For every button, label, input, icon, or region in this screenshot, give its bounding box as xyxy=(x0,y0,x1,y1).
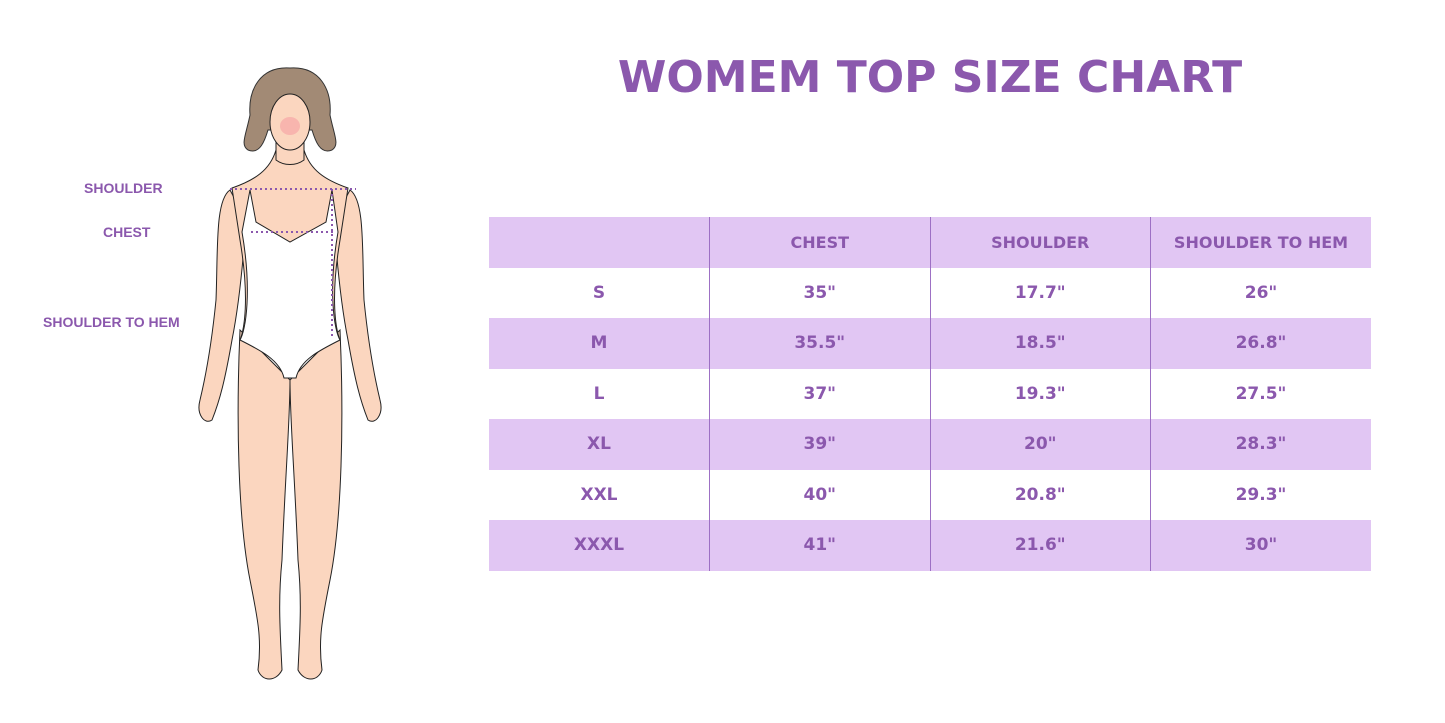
shoulder-label: SHOULDER xyxy=(84,180,163,196)
table-row: S 35" 17.7" 26" xyxy=(489,267,1371,318)
shoulder-cell: 20.8" xyxy=(929,469,1151,520)
size-cell: L xyxy=(593,383,605,404)
header-shoulder: SHOULDER xyxy=(929,217,1151,268)
table-row: XL 39" 20" 28.3" xyxy=(489,419,1371,470)
table-row: L 37" 19.3" 27.5" xyxy=(489,368,1371,419)
chest-cell: 41" xyxy=(709,520,930,571)
hem-cell: 27.5" xyxy=(1150,368,1371,419)
size-cell: XXL xyxy=(580,484,618,505)
body-figure-illustration xyxy=(198,67,382,680)
size-cell: M xyxy=(489,318,710,369)
header-chest: CHEST xyxy=(709,217,930,268)
shoulder-cell: 18.5" xyxy=(929,318,1151,369)
hem-cell: 26.8" xyxy=(1150,318,1371,369)
table-row: XXXL 41" 21.6" 30" xyxy=(489,520,1371,571)
chest-cell: 40" xyxy=(709,469,930,520)
right-leg xyxy=(289,328,343,680)
left-arm xyxy=(198,189,247,422)
size-cell: S xyxy=(592,282,606,303)
shoulder-to-hem-label: SHOULDER TO HEM xyxy=(43,314,180,330)
size-cell: XXXL xyxy=(489,520,710,571)
right-arm xyxy=(333,189,382,422)
hem-cell: 30" xyxy=(1150,520,1371,571)
table-row: XXL 40" 20.8" 29.3" xyxy=(489,469,1371,520)
chest-cell: 35" xyxy=(709,267,930,318)
size-table: CHEST SHOULDER SHOULDER TO HEM S 35" 17.… xyxy=(489,217,1371,571)
chest-cell: 37" xyxy=(709,368,930,419)
shoulder-cell: 20" xyxy=(929,419,1151,470)
shoulder-cell: 17.7" xyxy=(929,267,1151,318)
shoulder-cell: 21.6" xyxy=(929,520,1151,571)
left-leg xyxy=(237,328,291,680)
hem-cell: 28.3" xyxy=(1150,419,1371,470)
page-title: WOMEM TOP SIZE CHART xyxy=(617,52,1243,103)
chest-cell: 39" xyxy=(709,419,930,470)
shoulder-cell: 19.3" xyxy=(929,368,1151,419)
bodysuit xyxy=(239,189,341,379)
chest-cell: 35.5" xyxy=(709,318,930,369)
hem-cell: 29.3" xyxy=(1150,469,1371,520)
table-header-row: CHEST SHOULDER SHOULDER TO HEM xyxy=(489,217,1371,268)
table-row: M 35.5" 18.5" 26.8" xyxy=(489,318,1371,369)
hem-cell: 26" xyxy=(1150,267,1371,318)
chest-label: CHEST xyxy=(103,224,151,240)
header-size xyxy=(489,217,710,268)
size-cell: XL xyxy=(489,419,710,470)
header-shoulder-to-hem: SHOULDER TO HEM xyxy=(1150,217,1371,268)
